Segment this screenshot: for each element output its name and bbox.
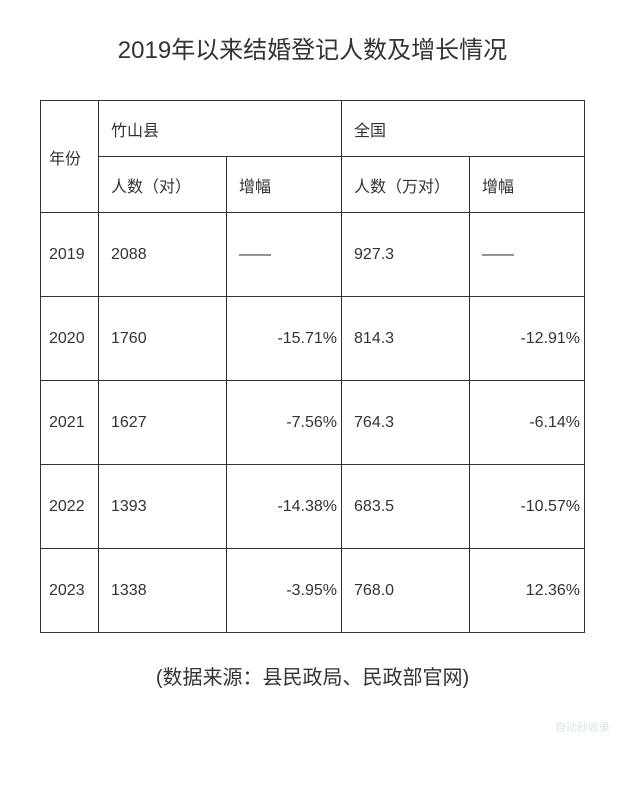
cell-change2: -12.91%	[470, 297, 585, 381]
header-year: 年份	[41, 101, 99, 213]
table-header: 年份 竹山县 全国 人数（对） 增幅 人数（万对） 增幅	[41, 101, 585, 213]
cell-count1: 1338	[99, 549, 227, 633]
cell-change2: -10.57%	[470, 465, 585, 549]
cell-change2: ——	[470, 213, 585, 297]
cell-change1: ——	[227, 213, 342, 297]
table-row: 2022 1393 -14.38% 683.5 -10.57%	[41, 465, 585, 549]
cell-year: 2021	[41, 381, 99, 465]
cell-count1: 2088	[99, 213, 227, 297]
cell-count1: 1627	[99, 381, 227, 465]
table-row: 2020 1760 -15.71% 814.3 -12.91%	[41, 297, 585, 381]
document-container: 2019年以来结婚登记人数及增长情况 年份 竹山县 全国 人数（对） 增幅 人数…	[0, 0, 625, 710]
cell-change2: -6.14%	[470, 381, 585, 465]
cell-year: 2022	[41, 465, 99, 549]
cell-count2: 768.0	[342, 549, 470, 633]
cell-change1: -15.71%	[227, 297, 342, 381]
cell-change1: -14.38%	[227, 465, 342, 549]
watermark-text: 自动秒收录	[555, 719, 610, 735]
header-region1: 竹山县	[99, 101, 342, 157]
cell-change2: 12.36%	[470, 549, 585, 633]
header-region2: 全国	[342, 101, 585, 157]
page-title: 2019年以来结婚登记人数及增长情况	[40, 30, 585, 65]
header-change1: 增幅	[227, 157, 342, 213]
header-count1: 人数（对）	[99, 157, 227, 213]
cell-count2: 927.3	[342, 213, 470, 297]
table-row: 2019 2088 —— 927.3 ——	[41, 213, 585, 297]
cell-change1: -7.56%	[227, 381, 342, 465]
data-source: (数据来源：县民政局、民政部官网)	[40, 661, 585, 690]
cell-year: 2019	[41, 213, 99, 297]
header-count2: 人数（万对）	[342, 157, 470, 213]
table-body: 2019 2088 —— 927.3 —— 2020 1760 -15.71% …	[41, 213, 585, 633]
header-change2: 增幅	[470, 157, 585, 213]
cell-change1: -3.95%	[227, 549, 342, 633]
cell-year: 2023	[41, 549, 99, 633]
marriage-data-table: 年份 竹山县 全国 人数（对） 增幅 人数（万对） 增幅 2019 2088 —…	[40, 100, 585, 633]
cell-count2: 683.5	[342, 465, 470, 549]
table-row: 2021 1627 -7.56% 764.3 -6.14%	[41, 381, 585, 465]
cell-count1: 1393	[99, 465, 227, 549]
cell-count2: 764.3	[342, 381, 470, 465]
cell-count2: 814.3	[342, 297, 470, 381]
table-row: 2023 1338 -3.95% 768.0 12.36%	[41, 549, 585, 633]
cell-count1: 1760	[99, 297, 227, 381]
cell-year: 2020	[41, 297, 99, 381]
